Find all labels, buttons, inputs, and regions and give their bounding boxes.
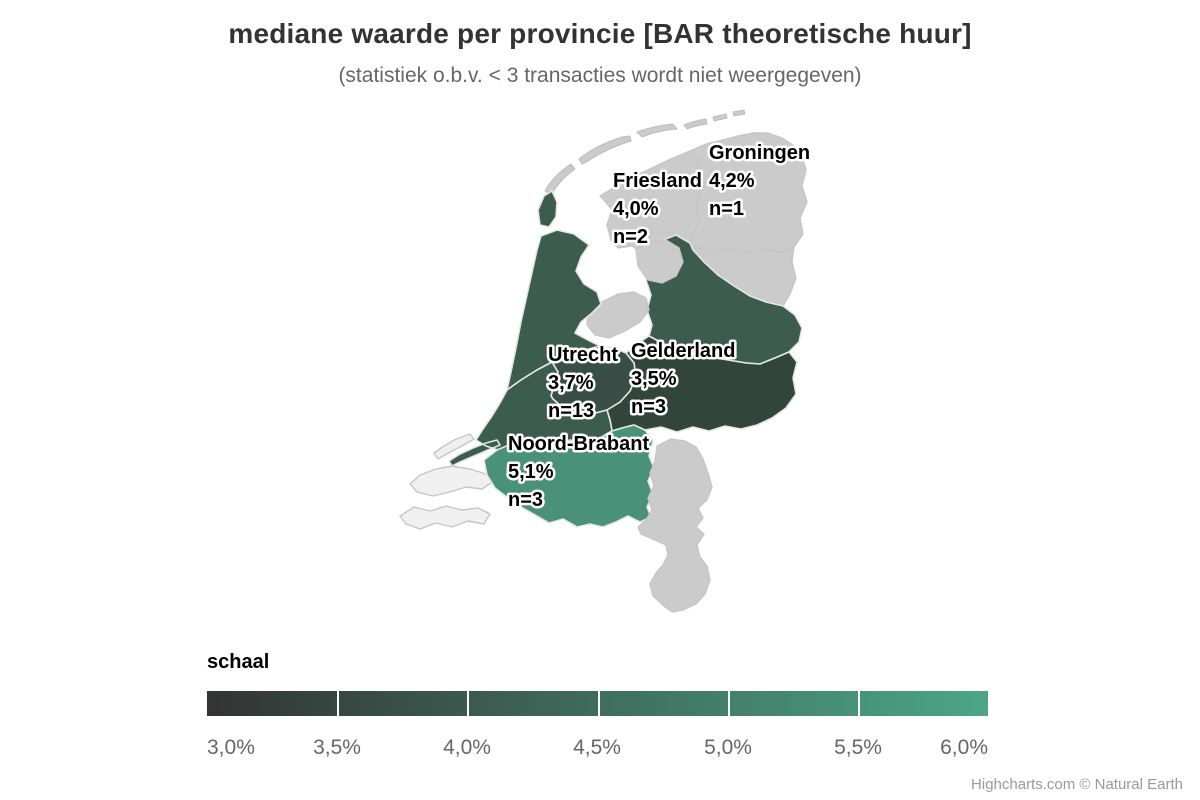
legend-tick-line [727, 691, 730, 716]
map-labels: Groningen 4,2% n=1 Friesland 4,0% n=2 Ut… [506, 140, 813, 514]
label-count: n=3 [631, 396, 666, 418]
wadden-island-schiermonnikoog[interactable] [683, 118, 708, 130]
label-name: Gelderland [631, 340, 735, 362]
legend-axis-labels: 3,0% 3,5% 4,0% 4,5% 5,0% 5,5% 6,0% [207, 736, 988, 762]
label-value: 4,0% [613, 198, 659, 220]
provinces [399, 132, 808, 613]
map-label-groningen: Groningen 4,2% n=1 [707, 140, 813, 223]
province-flevoland[interactable] [586, 239, 684, 339]
map-label-noord-brabant: Noord-Brabant 5,1% n=3 [506, 431, 652, 514]
legend-gradient-bar [207, 691, 988, 716]
legend-tick-line [337, 691, 340, 716]
label-value: 3,7% [548, 372, 594, 394]
chart-subtitle: (statistiek o.b.v. < 3 transacties wordt… [338, 64, 862, 87]
legend-tick-label-4: 5,0% [704, 736, 752, 759]
label-value: 4,2% [709, 170, 755, 192]
legend-tick-label-5: 5,5% [834, 736, 882, 759]
province-noord-holland[interactable] [506, 229, 602, 391]
map-label-utrecht: Utrecht 3,7% n=13 [546, 342, 621, 425]
legend-tick-line [597, 691, 600, 716]
label-value: 3,5% [631, 368, 677, 390]
legend-tick-line [857, 691, 860, 716]
page-title: mediane waarde per provincie [BAR theore… [228, 18, 972, 49]
wadden-island-ameland[interactable] [636, 123, 678, 138]
province-limburg[interactable] [637, 438, 713, 613]
label-value: 5,1% [508, 461, 554, 483]
label-name: Utrecht [548, 344, 618, 366]
wadden-island-rottumerplaat[interactable] [712, 113, 728, 122]
label-name: Noord-Brabant [508, 433, 649, 455]
label-count: n=1 [709, 198, 744, 220]
map-label-friesland: Friesland 4,0% n=2 [611, 168, 705, 251]
wadden-island-vlieland[interactable] [544, 163, 576, 196]
legend-tick-label-6: 6,0% [940, 736, 988, 759]
legend-tick-label-3: 4,5% [573, 736, 621, 759]
legend-tick-label-2: 4,0% [443, 736, 491, 759]
wadden-island-terschelling[interactable] [578, 135, 632, 165]
label-count: n=3 [508, 489, 543, 511]
wadden-islands [544, 109, 746, 196]
legend-tick-line [467, 691, 470, 716]
label-name: Groningen [709, 142, 810, 164]
legend-title: schaal [207, 651, 270, 673]
credits-link[interactable]: Highcharts.com © Natural Earth [971, 776, 1183, 793]
legend-tick-label-1: 3,5% [313, 736, 361, 759]
island-texel[interactable] [537, 190, 558, 228]
province-noord-brabant[interactable] [483, 424, 655, 528]
label-count: n=2 [613, 226, 648, 248]
legend-tick-label-0: 3,0% [207, 736, 255, 759]
label-count: n=13 [548, 400, 594, 422]
wadden-island-rottumeroog[interactable] [732, 109, 746, 117]
map-label-gelderland: Gelderland 3,5% n=3 [629, 338, 738, 421]
label-name: Friesland [613, 170, 702, 192]
